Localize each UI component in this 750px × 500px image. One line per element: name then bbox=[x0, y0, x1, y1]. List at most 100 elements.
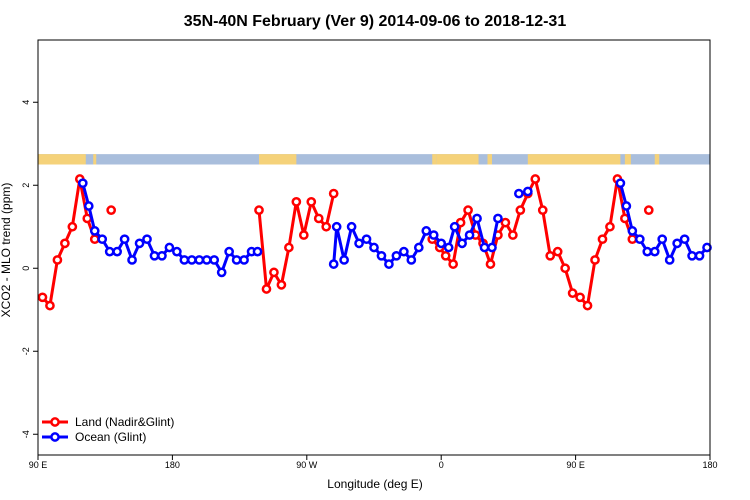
series-line bbox=[81, 182, 258, 274]
data-point bbox=[615, 178, 626, 189]
data-point bbox=[515, 205, 526, 215]
land-band-segment bbox=[93, 154, 97, 165]
data-point bbox=[464, 230, 475, 240]
data-point bbox=[112, 246, 122, 257]
data-point bbox=[436, 238, 447, 249]
land-band-segment bbox=[527, 154, 621, 165]
data-point bbox=[216, 267, 227, 278]
data-point bbox=[209, 255, 220, 265]
land-band-segment bbox=[624, 154, 631, 165]
data-point bbox=[89, 234, 100, 245]
data-point bbox=[508, 230, 518, 240]
x-tick-label: 90 E bbox=[29, 460, 48, 470]
land-band-segment bbox=[432, 154, 437, 165]
data-point bbox=[657, 234, 668, 245]
x-tick-label: 180 bbox=[702, 460, 717, 470]
data-point bbox=[664, 255, 675, 265]
data-point bbox=[97, 234, 108, 245]
data-point bbox=[443, 242, 454, 253]
data-point bbox=[642, 246, 653, 257]
x-axis-label: Longitude (deg E) bbox=[327, 477, 422, 491]
data-point bbox=[590, 255, 600, 265]
data-point bbox=[522, 186, 533, 197]
data-point bbox=[472, 213, 482, 224]
data-point bbox=[106, 205, 117, 215]
data-point bbox=[605, 221, 615, 232]
data-point bbox=[291, 197, 302, 207]
data-point bbox=[346, 221, 357, 232]
x-tick-label: 90 W bbox=[296, 460, 318, 470]
data-point bbox=[448, 259, 458, 269]
data-point bbox=[52, 255, 63, 265]
data-point bbox=[391, 250, 402, 261]
y-tick-label: 0 bbox=[21, 266, 31, 271]
y-tick-label: 2 bbox=[21, 183, 31, 188]
land-band-segment bbox=[654, 154, 660, 165]
data-point bbox=[172, 246, 182, 257]
data-point bbox=[321, 221, 332, 232]
data-point bbox=[361, 234, 372, 245]
data-point bbox=[567, 288, 578, 298]
land-band-segment bbox=[487, 154, 492, 165]
data-point bbox=[276, 280, 287, 290]
data-point bbox=[369, 242, 379, 253]
data-point bbox=[313, 213, 324, 224]
data-point bbox=[328, 188, 339, 199]
data-point bbox=[449, 221, 460, 232]
data-point bbox=[485, 259, 496, 269]
data-point bbox=[575, 292, 585, 303]
ocean-band bbox=[38, 154, 710, 165]
data-point bbox=[582, 300, 593, 311]
data-point bbox=[134, 238, 145, 249]
data-point bbox=[328, 259, 339, 269]
land-band-segment bbox=[38, 154, 86, 165]
data-point bbox=[545, 250, 556, 261]
data-point bbox=[687, 250, 697, 261]
data-point bbox=[45, 300, 55, 311]
data-point bbox=[643, 205, 654, 215]
x-tick-label: 90 E bbox=[566, 460, 585, 470]
data-point bbox=[376, 250, 387, 261]
land-band-segment bbox=[259, 154, 297, 165]
y-axis-label: XCO2 - MLO trend (ppm) bbox=[0, 183, 13, 318]
series-line bbox=[41, 177, 97, 308]
data-point bbox=[83, 201, 94, 211]
land-band-segment bbox=[436, 154, 479, 165]
data-point bbox=[37, 292, 48, 303]
data-point bbox=[679, 234, 690, 245]
plot-area bbox=[37, 39, 712, 456]
series-line bbox=[618, 182, 709, 262]
data-point bbox=[157, 250, 167, 261]
data-point bbox=[194, 255, 205, 265]
data-point bbox=[457, 238, 467, 249]
data-point bbox=[354, 238, 364, 249]
data-point bbox=[104, 246, 115, 257]
data-point bbox=[252, 246, 263, 257]
data-point bbox=[627, 226, 638, 236]
data-point bbox=[649, 246, 660, 257]
x-tick-label: 180 bbox=[165, 460, 180, 470]
data-point bbox=[634, 234, 645, 245]
data-point bbox=[463, 205, 473, 215]
data-point bbox=[89, 226, 100, 236]
legend-entry: Land (Nadir&Glint) bbox=[75, 415, 174, 429]
data-point bbox=[514, 188, 524, 199]
data-point bbox=[702, 242, 712, 253]
data-point bbox=[627, 234, 638, 245]
y-tick-label: -4 bbox=[21, 430, 31, 438]
x-axis: 90 E 180 90 W 0 90 E 180 bbox=[29, 455, 718, 470]
data-point bbox=[552, 246, 563, 257]
data-point bbox=[597, 234, 608, 245]
legend-entry: Ocean (Glint) bbox=[75, 430, 146, 444]
data-point bbox=[261, 284, 272, 294]
data-point bbox=[254, 205, 264, 215]
data-point bbox=[339, 255, 349, 265]
data-point bbox=[186, 255, 197, 265]
data-point bbox=[440, 250, 451, 261]
data-point bbox=[239, 255, 249, 265]
y-tick-label: -2 bbox=[21, 347, 31, 355]
data-point bbox=[179, 255, 190, 265]
data-point bbox=[530, 174, 541, 184]
data-point bbox=[537, 205, 548, 215]
